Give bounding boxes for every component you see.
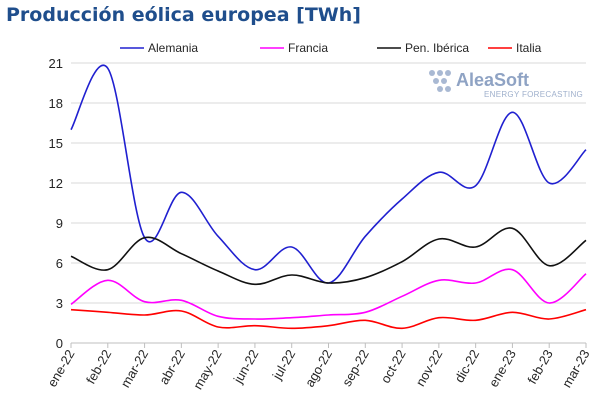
legend-item-francia: Francia	[260, 41, 328, 55]
series-line-pen-ib-rica	[70, 227, 587, 286]
x-tick-label: mar-23	[559, 347, 593, 390]
aleasoft-logo: AleaSoft ENERGY FORECASTING	[429, 70, 583, 99]
y-tick-label: 0	[56, 336, 63, 351]
y-tick-label: 18	[49, 96, 63, 111]
legend-item-pen-ib-rica: Pen. Ibérica	[377, 41, 469, 55]
axes: 0 3 6 9 12 15 18 21 ene-22 feb-22 mar-22 abr-22 may-…	[44, 56, 592, 392]
legend-label: Italia	[516, 41, 542, 55]
x-tick-label: jun-22	[230, 347, 262, 387]
logo-mark-icon	[429, 70, 451, 92]
logo-name: AleaSoft	[456, 70, 529, 90]
series-line-italia	[70, 308, 587, 330]
gridlines	[71, 62, 586, 344]
x-tick-label: oct-22	[378, 347, 409, 386]
series-lines	[70, 64, 587, 330]
x-tick-label: sep-22	[339, 347, 372, 389]
x-tick-label: mar-22	[118, 347, 152, 390]
x-tick-label: may-22	[190, 347, 225, 392]
legend-item-italia: Italia	[488, 41, 542, 55]
legend-label: Alemania	[148, 41, 198, 55]
logo-tagline: ENERGY FORECASTING	[484, 90, 583, 99]
y-tick-label: 12	[49, 176, 63, 191]
chart-title: Producción eólica europea [TWh]	[6, 4, 361, 26]
x-tick-label: ene-22	[44, 347, 77, 390]
y-tick-label: 21	[49, 56, 63, 71]
legend-item-alemania: Alemania	[120, 41, 198, 55]
series-line-francia	[70, 268, 587, 320]
x-tick-label: abr-22	[156, 347, 188, 387]
y-tick-label: 3	[56, 296, 63, 311]
x-tick-label: jul-22	[269, 347, 298, 383]
x-tick-label: ago-22	[302, 347, 335, 390]
x-tick-label: ene-23	[486, 347, 519, 390]
x-tick-label: nov-22	[413, 347, 446, 389]
y-tick-label: 9	[56, 216, 63, 231]
y-tick-label: 15	[49, 136, 63, 151]
y-tick-label: 6	[56, 256, 63, 271]
series-line-alemania	[70, 64, 587, 284]
x-tick-label: feb-23	[524, 347, 555, 386]
legend-label: Pen. Ibérica	[405, 41, 469, 55]
legend-label: Francia	[288, 41, 328, 55]
x-tick-label: dic-22	[452, 347, 483, 385]
legend: Alemania Francia Pen. Ibérica Italia	[120, 41, 542, 55]
x-tick-label: feb-22	[83, 347, 114, 386]
